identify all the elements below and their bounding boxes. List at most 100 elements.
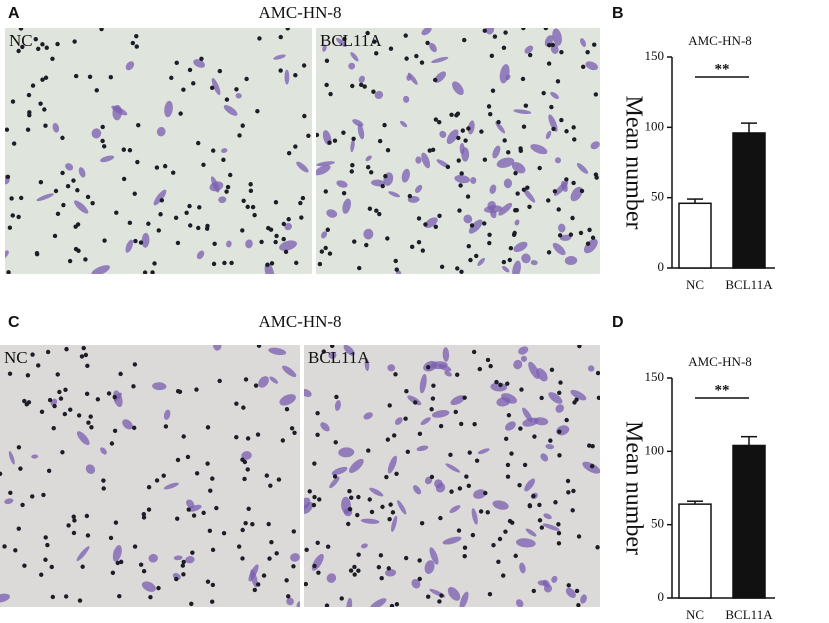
pore — [10, 213, 15, 218]
pore — [595, 370, 600, 376]
pore — [241, 198, 246, 204]
pore — [593, 92, 599, 97]
pore — [416, 216, 422, 221]
pore — [405, 449, 411, 454]
cell — [173, 555, 183, 561]
cell — [152, 382, 167, 391]
pore — [429, 474, 435, 480]
cell — [153, 189, 167, 206]
pore — [214, 505, 219, 511]
pore — [174, 576, 179, 582]
pore — [207, 528, 213, 534]
pore — [557, 429, 562, 434]
pore — [587, 227, 592, 233]
pore — [246, 506, 251, 512]
pore — [420, 248, 426, 253]
cell — [545, 130, 552, 140]
cell — [209, 181, 224, 192]
pore — [459, 269, 464, 274]
pore — [142, 270, 148, 274]
pore — [488, 111, 493, 117]
pore — [252, 212, 257, 218]
pore — [403, 555, 409, 561]
cell — [543, 513, 552, 520]
pore — [532, 434, 537, 439]
pore — [146, 484, 152, 490]
cell — [559, 234, 572, 241]
pore — [578, 230, 584, 236]
pore — [328, 91, 333, 97]
pore — [518, 148, 524, 153]
pore — [201, 510, 206, 516]
pore — [464, 474, 469, 479]
panel-title: AMC-HN-8 — [258, 3, 341, 22]
pore — [506, 413, 512, 418]
pore — [385, 147, 391, 153]
pore — [566, 583, 571, 588]
pore — [417, 558, 422, 563]
pore — [205, 425, 211, 430]
pore — [234, 87, 239, 92]
y-tick-label: 100 — [645, 118, 665, 133]
pore — [462, 545, 468, 550]
cell — [343, 345, 355, 356]
x-tick-label: BCL11A — [725, 607, 773, 622]
pore — [85, 194, 91, 200]
cell — [454, 174, 470, 184]
pore — [471, 349, 477, 355]
pore — [211, 148, 216, 153]
cell — [248, 564, 259, 582]
pore — [315, 411, 320, 416]
pore — [509, 451, 514, 456]
pore — [485, 357, 491, 363]
pore — [571, 488, 576, 494]
pore — [169, 75, 174, 81]
cell — [273, 54, 286, 60]
pore — [88, 414, 93, 419]
pore — [348, 568, 354, 573]
pore — [482, 221, 487, 226]
pore — [245, 204, 250, 210]
cell — [511, 162, 526, 174]
cell — [284, 69, 290, 85]
pore — [324, 82, 329, 88]
pore — [67, 258, 73, 264]
cell — [268, 347, 287, 356]
pore — [459, 171, 464, 176]
cell — [391, 515, 398, 532]
pore — [389, 603, 395, 607]
cell — [245, 239, 253, 249]
pore — [520, 76, 526, 82]
pore — [255, 432, 261, 437]
pore — [186, 507, 191, 512]
pore — [224, 97, 230, 102]
pore — [49, 564, 54, 570]
pore — [462, 553, 467, 559]
pore — [347, 506, 353, 512]
pore — [131, 384, 136, 389]
pore — [349, 169, 354, 174]
cell — [384, 569, 397, 577]
pore — [565, 478, 571, 484]
pore — [317, 497, 322, 502]
pore — [268, 227, 274, 232]
pore — [449, 112, 454, 117]
cell — [444, 370, 452, 377]
pore — [505, 381, 510, 386]
cell — [515, 599, 524, 607]
pore — [177, 389, 183, 395]
pore — [556, 522, 561, 527]
cell — [525, 528, 537, 537]
pore — [241, 405, 246, 410]
pore — [115, 560, 120, 566]
cell — [542, 523, 560, 531]
pore — [210, 476, 215, 481]
pore — [156, 585, 161, 591]
pore — [45, 542, 50, 548]
pore — [256, 345, 262, 348]
cell — [76, 431, 90, 446]
pore — [259, 239, 264, 245]
cell — [328, 351, 337, 359]
pore — [89, 425, 94, 430]
cell — [91, 265, 110, 274]
